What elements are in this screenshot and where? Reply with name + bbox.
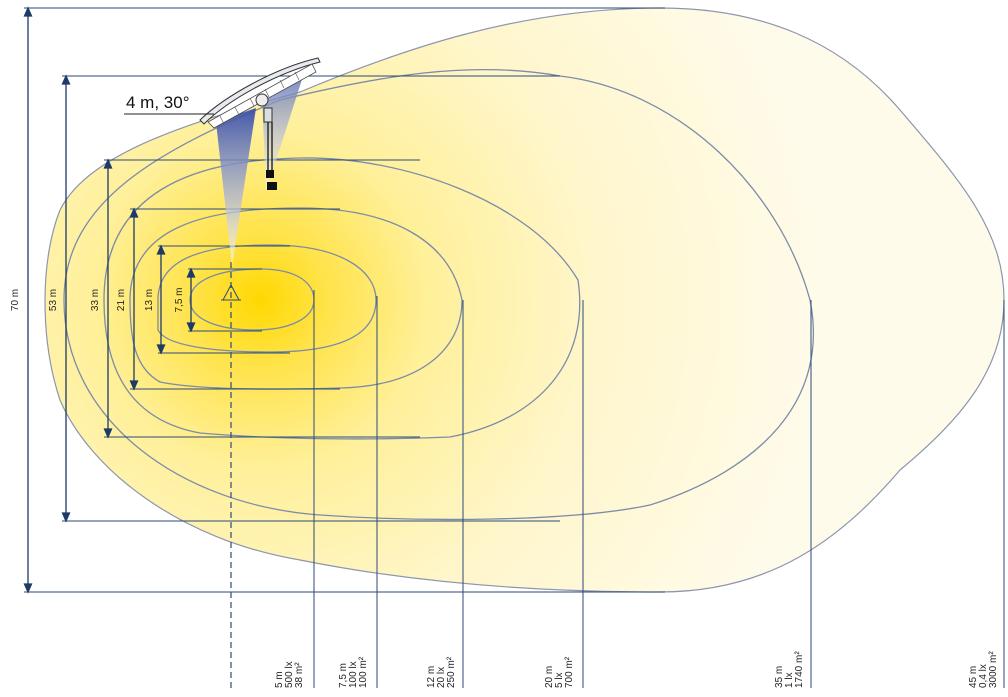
height-label: 7,5 m xyxy=(174,287,185,312)
dimension-arrow xyxy=(129,380,139,391)
height-label: 70 m xyxy=(10,289,21,311)
contour-lux: 20 lx xyxy=(436,667,447,688)
mounting-label: 4 m, 30° xyxy=(126,93,190,112)
light-beam xyxy=(216,108,256,266)
contour-distance: 12 m xyxy=(426,666,437,688)
contour-label-group: 35 m 1 lx 1740 m² xyxy=(774,651,805,688)
contour-label-group: 7,5 m 100 lx 100 m² xyxy=(338,656,369,688)
contour-label-group: 45 m 0,4 lx 3000 m² xyxy=(968,651,999,688)
contour-lux: 0,4 lx xyxy=(978,664,989,688)
height-label: 33 m xyxy=(90,289,101,311)
dimension-arrow xyxy=(156,244,166,255)
contour-distance: 45 m xyxy=(968,666,979,688)
contour-lux: 100 lx xyxy=(348,661,359,688)
dimension-arrow xyxy=(23,6,33,17)
contour-label-group: 20 m 5 lx 700 m² xyxy=(544,656,575,688)
light-beam-shadow xyxy=(262,70,305,192)
height-labels: 70 m 53 m 33 m 21 m 13 m 7,5 m xyxy=(10,287,185,312)
contour-lux: 1 lx xyxy=(784,672,795,688)
contour-area: 700 m² xyxy=(564,656,575,688)
contour-distance: 7,5 m xyxy=(338,663,349,688)
contour-100-lx xyxy=(157,244,377,353)
height-label: 21 m xyxy=(116,289,127,311)
contour-label-group: 5 m 500 lx 38 m² xyxy=(274,661,305,688)
extension-lines xyxy=(24,7,665,593)
height-dimensions xyxy=(23,6,196,594)
contour-labels: 5 m 500 lx 38 m² 7,5 m 100 lx 100 m² 12 … xyxy=(274,651,999,688)
isolux-area-fill xyxy=(44,7,1005,593)
luminaire-fixture xyxy=(199,57,321,190)
contour-area: 100 m² xyxy=(358,656,369,688)
contour-lux: 5 lx xyxy=(554,672,565,688)
contour-distance: 35 m xyxy=(774,666,785,688)
contour-area: 3000 m² xyxy=(988,651,999,688)
dimension-arrow xyxy=(61,512,71,523)
dimension-arrow xyxy=(186,267,196,278)
dimension-arrow xyxy=(103,428,113,439)
contour-distance: 20 m xyxy=(544,666,555,688)
height-label: 13 m xyxy=(144,289,155,311)
contour-lux: 500 lx xyxy=(284,661,295,688)
dimension-arrow xyxy=(23,583,33,594)
dimension-arrow xyxy=(156,344,166,355)
distance-droplines xyxy=(313,290,1005,688)
dimension-arrow xyxy=(61,74,71,85)
contour-area: 250 m² xyxy=(446,656,457,688)
contour-area: 1740 m² xyxy=(794,651,805,688)
contour-distance: 5 m xyxy=(274,671,285,688)
dimension-arrow xyxy=(186,322,196,333)
contour-area: 38 m² xyxy=(294,662,305,688)
dimension-arrow xyxy=(103,158,113,169)
dimension-arrow xyxy=(129,207,139,218)
height-label: 53 m xyxy=(48,289,59,311)
luminaire-position-marker xyxy=(221,284,241,301)
contour-label-group: 12 m 20 lx 250 m² xyxy=(426,656,457,688)
